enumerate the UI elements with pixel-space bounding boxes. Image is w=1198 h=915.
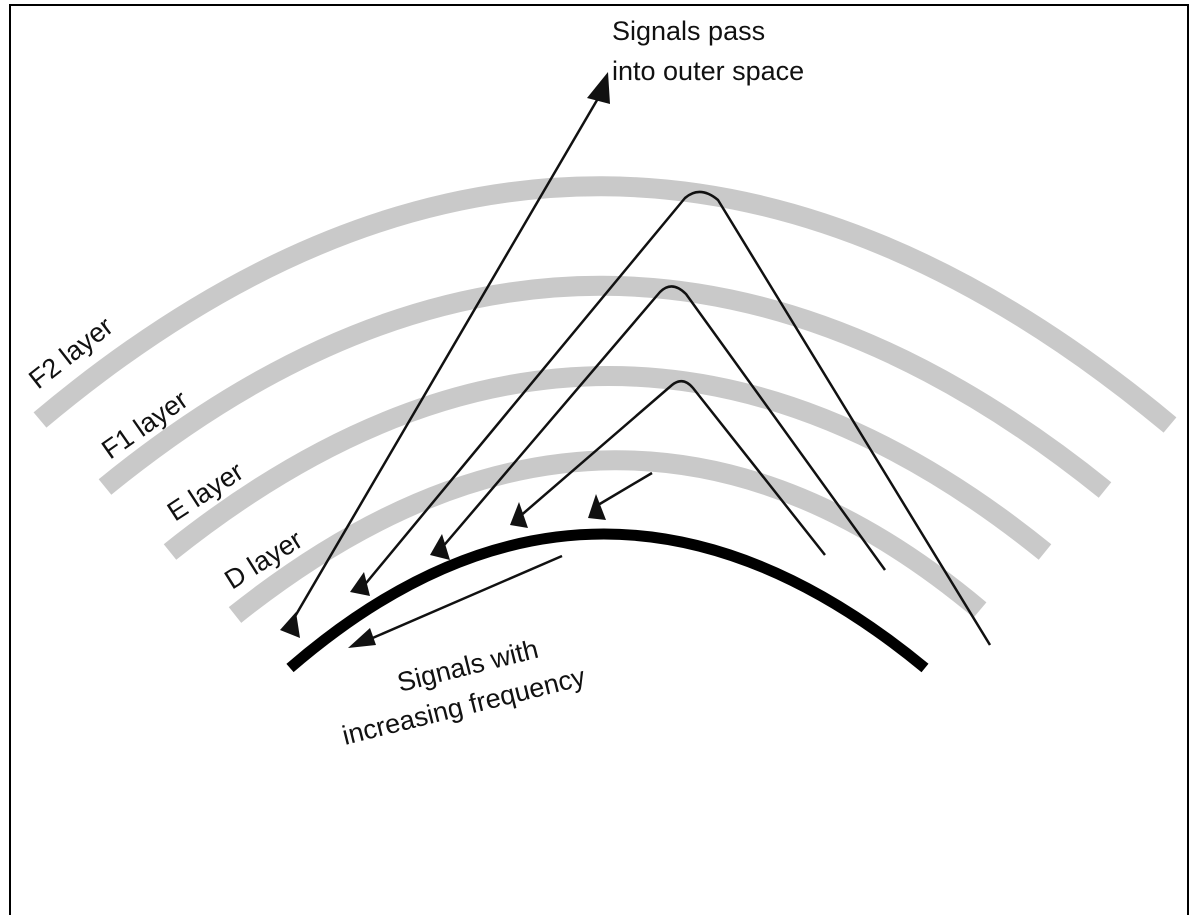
annotation: into outer space: [612, 56, 804, 86]
diagram: Signals pass into outer space Signals wi…: [0, 0, 1198, 915]
page: Signals pass into outer space Signals wi…: [0, 0, 1198, 915]
annotation: Signals pass: [612, 16, 765, 46]
